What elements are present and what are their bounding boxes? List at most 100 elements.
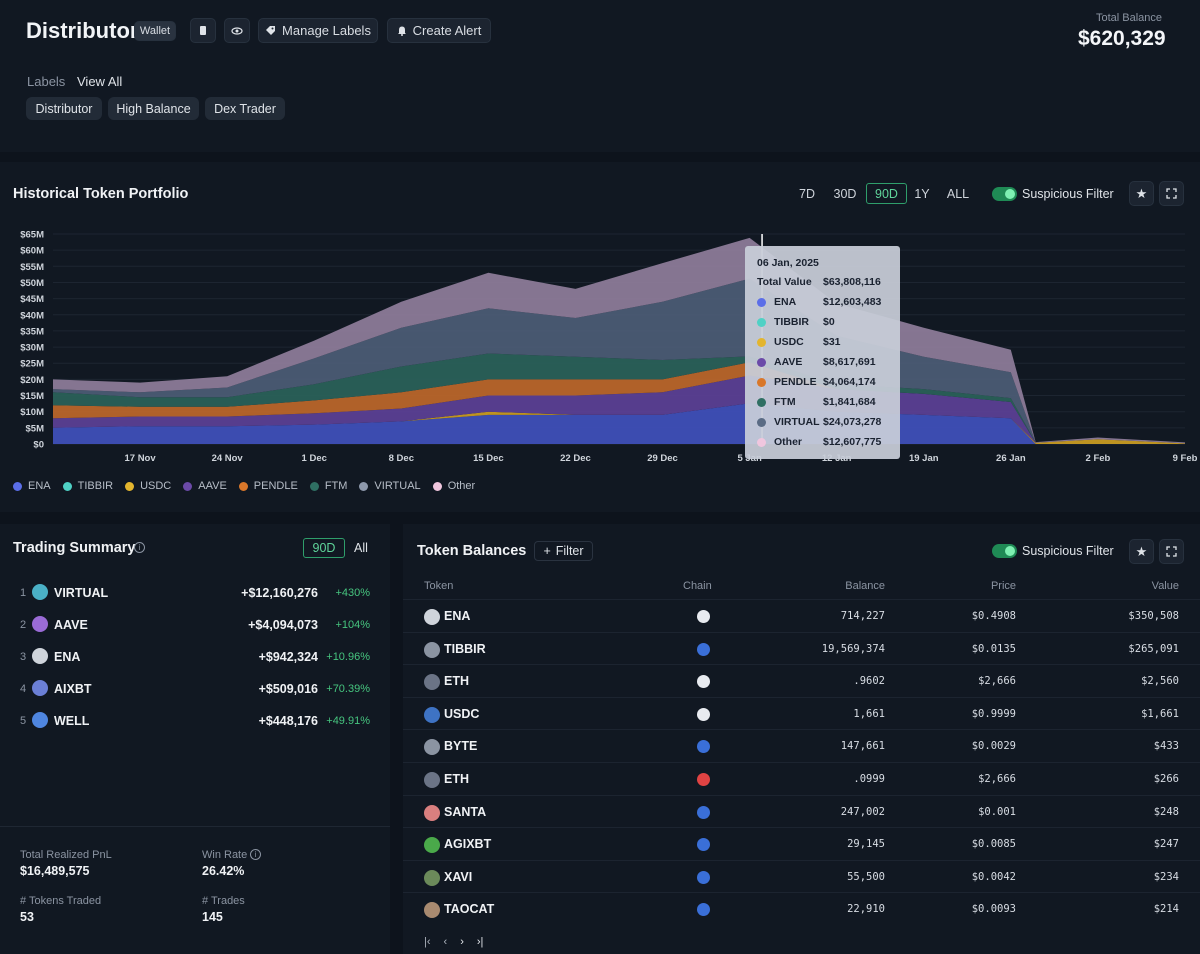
prev-page-icon[interactable]: ‹ <box>443 936 448 948</box>
legend-item-pendle[interactable]: PENDLE <box>238 480 298 492</box>
column-header-value[interactable]: Value <box>1151 580 1179 592</box>
expand-chart-button[interactable] <box>1159 181 1184 206</box>
x-tick-label: 24 Nov <box>212 453 244 464</box>
token-balance-row[interactable]: XAVI 55,500 $0.0042 $234 <box>403 859 1200 892</box>
pagination: |‹ ‹ › ›| <box>424 936 483 948</box>
legend-item-other[interactable]: Other <box>432 480 475 492</box>
token-balance-row[interactable]: BYTE 147,661 $0.0029 $433 <box>403 729 1200 761</box>
trading-summary-row[interactable]: 4 AIXBT +$509,016 +70.39% <box>0 675 390 705</box>
ethereum-chain-icon <box>697 675 710 689</box>
y-tick-label: $0 <box>33 440 44 451</box>
trading-summary-row[interactable]: 1 VIRTUAL +$12,160,276 +430% <box>0 579 390 609</box>
range-all-button[interactable]: ALL <box>946 186 970 201</box>
x-tick-label: 17 Nov <box>124 453 156 464</box>
label-tag-distributor[interactable]: Distributor <box>26 97 102 120</box>
realized-pnl-value: $16,489,575 <box>20 864 90 878</box>
y-tick-label: $45M <box>20 294 44 305</box>
tooltip-series-name: USDC <box>774 336 804 348</box>
tooltip-series-row: TIBBIR $0 <box>757 316 889 328</box>
tooltip-series-name: Other <box>774 436 803 448</box>
token-balances-panel: Token Balances + Filter Suspicious Filte… <box>403 524 1200 954</box>
favorite-button[interactable]: ★ <box>1129 181 1154 206</box>
area-series-ena[interactable] <box>53 403 1185 444</box>
series-color-dot <box>757 417 766 427</box>
ts-range-all-button[interactable]: All <box>354 541 368 555</box>
column-header-balance[interactable]: Balance <box>845 580 885 592</box>
legend-color-dot <box>13 481 22 491</box>
manage-labels-button[interactable]: Manage Labels <box>258 18 378 43</box>
range-1y-button[interactable]: 1Y <box>914 186 930 201</box>
trading-summary-row[interactable]: 2 AAVE +$4,094,073 +104% <box>0 611 390 641</box>
filter-button[interactable]: + Filter <box>534 541 593 561</box>
area-series-other[interactable] <box>53 237 1185 444</box>
token-balance-row[interactable]: ENA 714,227 $0.4908 $350,508 <box>403 599 1200 631</box>
area-series-ftm[interactable] <box>53 353 1185 444</box>
y-tick-label: $40M <box>20 310 44 321</box>
token-value: $433 <box>1153 740 1179 753</box>
tooltip-total-value: $63,808,116 <box>823 276 881 288</box>
label-tag-high-balance[interactable]: High Balance <box>108 97 199 120</box>
trading-summary-row[interactable]: 5 WELL +$448,176 +49.91% <box>0 707 390 737</box>
token-price: $2,666 <box>978 773 1016 785</box>
tooltip-series-row: USDC $31 <box>757 336 889 348</box>
next-page-icon[interactable]: › <box>460 936 464 948</box>
legend-item-ena[interactable]: ENA <box>13 480 51 492</box>
y-tick-label: $10M <box>20 407 44 418</box>
range-7d-button[interactable]: 7D <box>799 186 815 201</box>
area-series-virtual[interactable] <box>53 278 1185 444</box>
range-30d-button[interactable]: 30D <box>833 186 857 201</box>
last-page-icon[interactable]: ›| <box>476 936 484 948</box>
column-header-token[interactable]: Token <box>424 580 454 592</box>
legend-item-tibbir[interactable]: TIBBIR <box>62 480 113 492</box>
token-balance-row[interactable]: ETH .9602 $2,666 $2,560 <box>403 664 1200 696</box>
range-90d-button[interactable]: 90D <box>866 183 907 204</box>
suspicious-filter-toggle[interactable] <box>992 187 1017 201</box>
legend-item-ftm[interactable]: FTM <box>309 480 347 492</box>
legend-item-usdc[interactable]: USDC <box>125 480 171 492</box>
ts-range-90d-button[interactable]: 90D <box>303 538 345 558</box>
area-series-aave[interactable] <box>53 375 1185 444</box>
tooltip-series-value: $0 <box>823 316 835 328</box>
y-tick-label: $65M <box>20 230 44 241</box>
view-all-labels-link[interactable]: View All <box>77 74 123 89</box>
tooltip-series-value: $31 <box>823 336 841 348</box>
x-tick-label: 2 Feb <box>1086 453 1111 464</box>
column-header-chain[interactable]: Chain <box>683 580 712 592</box>
legend-color-dot <box>359 481 369 491</box>
trading-summary-row[interactable]: 3 ENA +$942,324 +10.96% <box>0 643 390 673</box>
legend-item-aave[interactable]: AAVE <box>183 480 227 492</box>
tooltip-series-row: AAVE $8,617,691 <box>757 356 889 368</box>
tooltip-series-name: AAVE <box>774 356 803 368</box>
balances-expand-button[interactable] <box>1159 539 1184 564</box>
legend-item-virtual[interactable]: VIRTUAL <box>359 480 421 492</box>
rank-number: 2 <box>20 619 27 631</box>
tooltip-series-name: TIBBIR <box>774 316 809 328</box>
create-alert-button[interactable]: Create Alert <box>387 18 491 43</box>
portfolio-area-chart[interactable]: $65M $60M $55M $50M $45M $40M $35M $30M $25M $20M… <box>0 222 1200 467</box>
label-tag-dex-trader[interactable]: Dex Trader <box>205 97 285 120</box>
balances-favorite-button[interactable]: ★ <box>1129 539 1154 564</box>
token-balance-row[interactable]: AGIXBT 29,145 $0.0085 $247 <box>403 827 1200 859</box>
column-header-price[interactable]: Price <box>990 580 1016 592</box>
legend-label: VIRTUAL <box>374 480 421 492</box>
token-balance-row[interactable]: TAOCAT 22,910 $0.0093 $214 <box>403 892 1200 924</box>
y-tick-label: $50M <box>20 278 44 289</box>
balances-suspicious-filter-toggle[interactable] <box>992 544 1017 558</box>
token-balance-row[interactable]: TIBBIR 19,569,374 $0.0135 $265,091 <box>403 631 1200 664</box>
tooltip-series-row: Other $12,607,775 <box>757 436 889 448</box>
copy-address-button[interactable] <box>190 18 216 43</box>
token-balance-row[interactable]: ETH .0999 $2,666 $266 <box>403 762 1200 794</box>
watch-button[interactable] <box>224 18 250 43</box>
info-icon[interactable]: i <box>134 542 145 553</box>
token-symbol: XAVI <box>444 869 473 884</box>
token-logo-icon <box>424 609 440 625</box>
y-tick-label: $5M <box>26 423 45 434</box>
token-symbol: ENA <box>54 650 81 664</box>
token-balance-row[interactable]: SANTA 247,002 $0.001 $248 <box>403 794 1200 827</box>
token-balance-row[interactable]: USDC 1,661 $0.9999 $1,661 <box>403 696 1200 729</box>
first-page-icon[interactable]: |‹ <box>424 936 431 948</box>
win-rate-info-icon[interactable]: i <box>250 849 261 860</box>
legend-label: USDC <box>140 480 172 492</box>
create-alert-label: Create Alert <box>412 23 482 38</box>
token-logo-icon <box>32 616 48 632</box>
